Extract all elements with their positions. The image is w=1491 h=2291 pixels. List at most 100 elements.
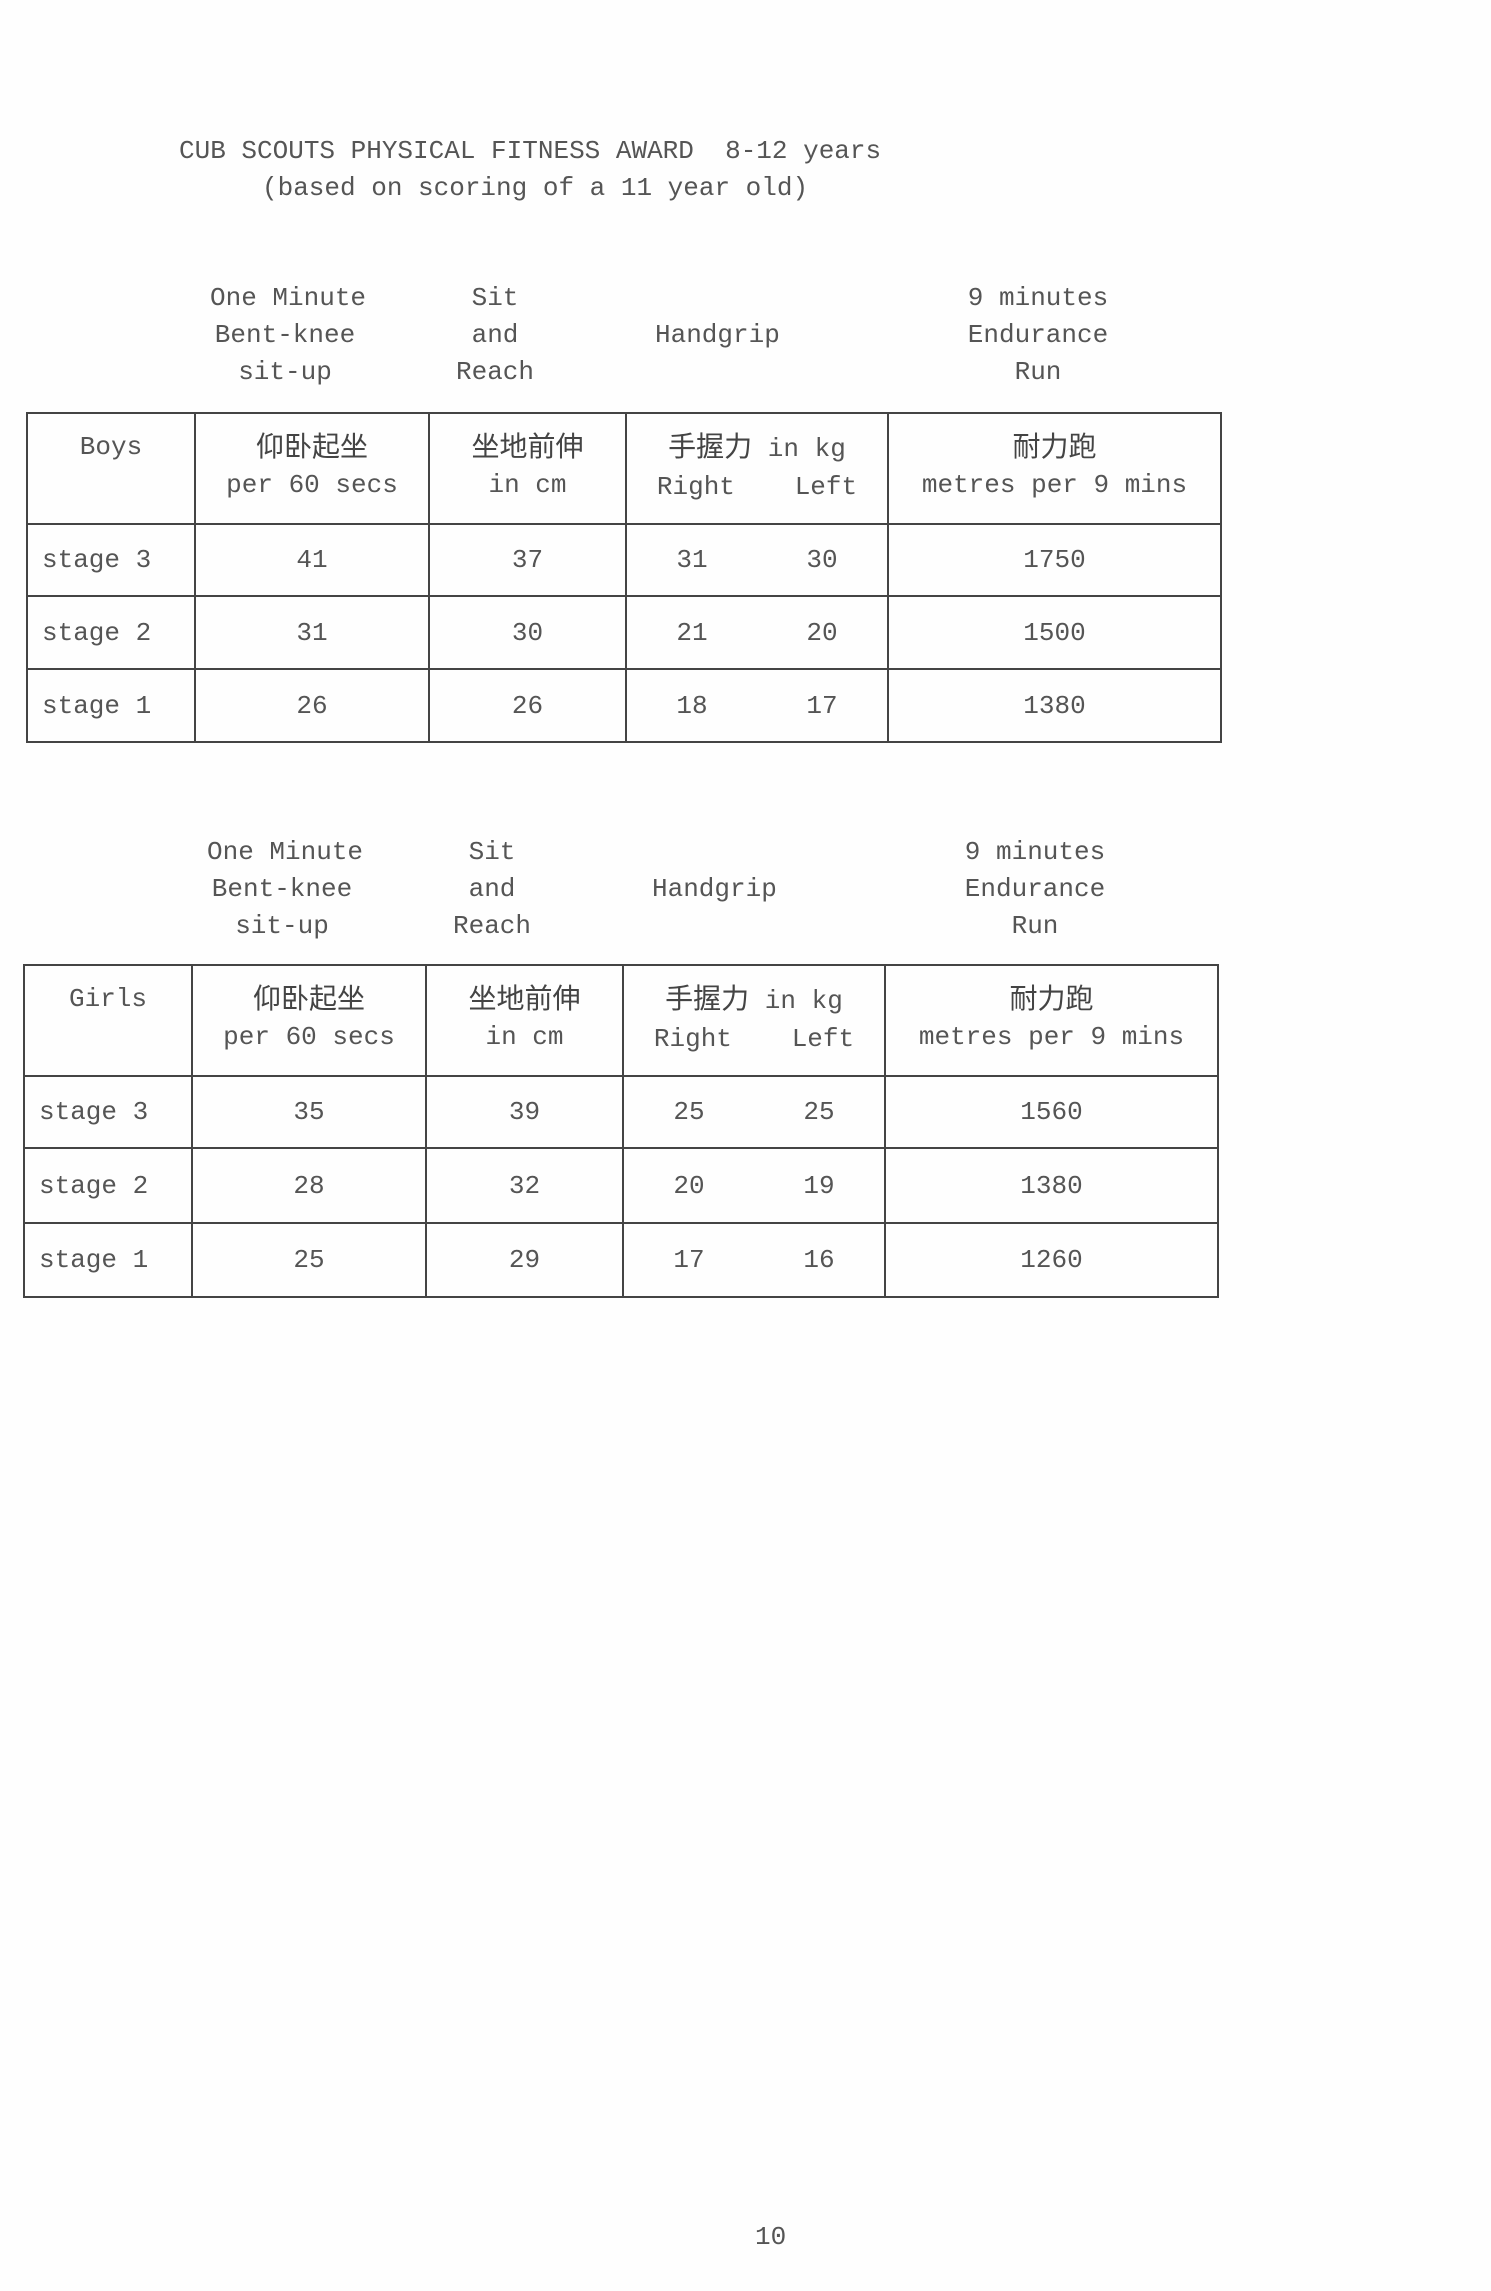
header-sitreach: 坐地前伸 in cm [425,964,624,1077]
column-label-line: One Minute [210,283,367,313]
sitreach-cn: 坐地前伸 [468,982,581,1015]
right-value: 25 [673,1097,705,1127]
handgrip-cell: 21 20 [625,595,889,670]
column-label-run: 9 minutes Endurance Run [948,280,1128,391]
stage-cell: stage 3 [23,1075,193,1149]
boys-table: Boys 仰卧起坐 per 60 secs 坐地前伸 in cm 手握力 in kg… [26,412,1222,743]
run-cell: 1260 [884,1222,1219,1298]
situp-cn: 仰卧起坐 [252,982,365,1015]
handgrip-cell: 20 19 [622,1147,886,1224]
handgrip-cell: 18 17 [625,668,889,743]
left-label: Left [791,1024,855,1054]
column-label-line: 9 minutes [967,283,1109,313]
column-label-line: Sit [468,837,516,867]
header-sitreach: 坐地前伸 in cm [428,412,627,525]
stage-cell: stage 1 [26,668,196,743]
column-label-line: 9 minutes [964,837,1106,867]
column-label-line: Endurance [964,874,1106,904]
situp-cell: 41 [194,523,430,597]
column-label-situp: One Minute Bent-knee sit-up [207,834,364,945]
right-value: 21 [676,617,708,648]
column-label-line: sit-up [235,911,329,941]
run-unit: metres per 9 mins [918,1022,1185,1052]
column-label-line: Reach [455,357,534,387]
left-value: 25 [803,1097,835,1127]
table-row: stage 3 41 37 31 30 1750 [26,523,1222,597]
document-subtitle: (based on scoring of a 11 year old) [262,173,809,203]
header-row: Boys 仰卧起坐 per 60 secs 坐地前伸 in cm 手握力 in kg… [26,412,1222,525]
stage-cell: stage 2 [23,1147,193,1224]
right-value: 18 [676,690,708,721]
right-value: 17 [673,1245,705,1275]
situp-cell: 28 [191,1147,427,1224]
stage-cell: stage 1 [23,1222,193,1298]
header-handgrip: 手握力 in kg Right Left [622,964,886,1077]
situp-cell: 25 [191,1222,427,1298]
column-label-line: sit-up [238,357,332,387]
sitreach-unit: in cm [485,1022,564,1052]
table-row: stage 2 31 30 21 20 1500 [26,595,1222,670]
header-situp: 仰卧起坐 per 60 secs [191,964,427,1077]
column-label-line: Bent-knee [211,874,353,904]
situp-cell: 26 [194,668,430,743]
column-label-run: 9 minutes Endurance Run [945,834,1125,945]
handgrip-cn: 手握力 [668,430,753,463]
document-title: CUB SCOUTS PHYSICAL FITNESS AWARD 8-12 y… [179,136,882,166]
column-label-line: and [471,320,519,350]
situp-unit: per 60 secs [223,1022,395,1052]
sitreach-cn: 坐地前伸 [471,430,584,463]
run-cell: 1750 [887,523,1222,597]
sitreach-unit: in cm [488,470,567,500]
handgrip-cell: 17 16 [622,1222,886,1298]
sitreach-cell: 39 [425,1075,624,1149]
stage-cell: stage 2 [26,595,196,670]
sitreach-cell: 30 [428,595,627,670]
column-label-line: One Minute [207,837,364,867]
table-row: stage 1 26 26 18 17 1380 [26,668,1222,743]
column-label-line: Run [1014,357,1062,387]
header-handgrip: 手握力 in kg Right Left [625,412,889,525]
column-label-handgrip: Handgrip [652,874,777,904]
column-label-line: Bent-knee [214,320,356,350]
sitreach-cell: 32 [425,1147,624,1224]
handgrip-cn: 手握力 [665,982,750,1015]
table-row: stage 2 28 32 20 19 1380 [23,1147,1219,1224]
header-row: Girls 仰卧起坐 per 60 secs 坐地前伸 in cm 手握力 in k… [23,964,1219,1077]
header-situp: 仰卧起坐 per 60 secs [194,412,430,525]
left-value: 19 [803,1170,835,1201]
girls-table: Girls 仰卧起坐 per 60 secs 坐地前伸 in cm 手握力 in k… [23,964,1219,1298]
left-value: 16 [803,1245,835,1275]
run-cell: 1500 [887,595,1222,670]
situp-cn: 仰卧起坐 [255,430,368,463]
run-unit: metres per 9 mins [921,470,1188,500]
group-label: Boys [26,412,196,525]
sitreach-cell: 26 [428,668,627,743]
column-label-line: Sit [471,283,519,313]
situp-cell: 35 [191,1075,427,1149]
right-label: Right [653,1024,732,1054]
column-label-line: Endurance [967,320,1109,350]
table-row: stage 3 35 39 25 25 1560 [23,1075,1219,1149]
run-cell: 1380 [887,668,1222,743]
run-cell: 1380 [884,1147,1219,1224]
situp-cell: 31 [194,595,430,670]
handgrip-cell: 31 30 [625,523,889,597]
column-label-sitreach: Sit and Reach [437,834,547,945]
column-label-situp: One Minute Bent-knee sit-up [210,280,367,391]
page-number: 10 [755,2222,787,2252]
handgrip-unit: in kg [764,986,843,1016]
right-label: Right [656,472,735,502]
right-value: 20 [673,1170,705,1201]
run-cn: 耐力跑 [1009,982,1094,1015]
run-cn: 耐力跑 [1012,430,1097,463]
column-label-line: Reach [452,911,531,941]
left-value: 17 [806,690,838,721]
sitreach-cell: 37 [428,523,627,597]
situp-unit: per 60 secs [226,470,398,500]
handgrip-cell: 25 25 [622,1075,886,1149]
column-label-line: and [468,874,516,904]
column-label-line: Run [1011,911,1059,941]
header-run: 耐力跑 metres per 9 mins [884,964,1219,1077]
column-label-handgrip: Handgrip [655,320,780,350]
right-value: 31 [676,545,708,575]
